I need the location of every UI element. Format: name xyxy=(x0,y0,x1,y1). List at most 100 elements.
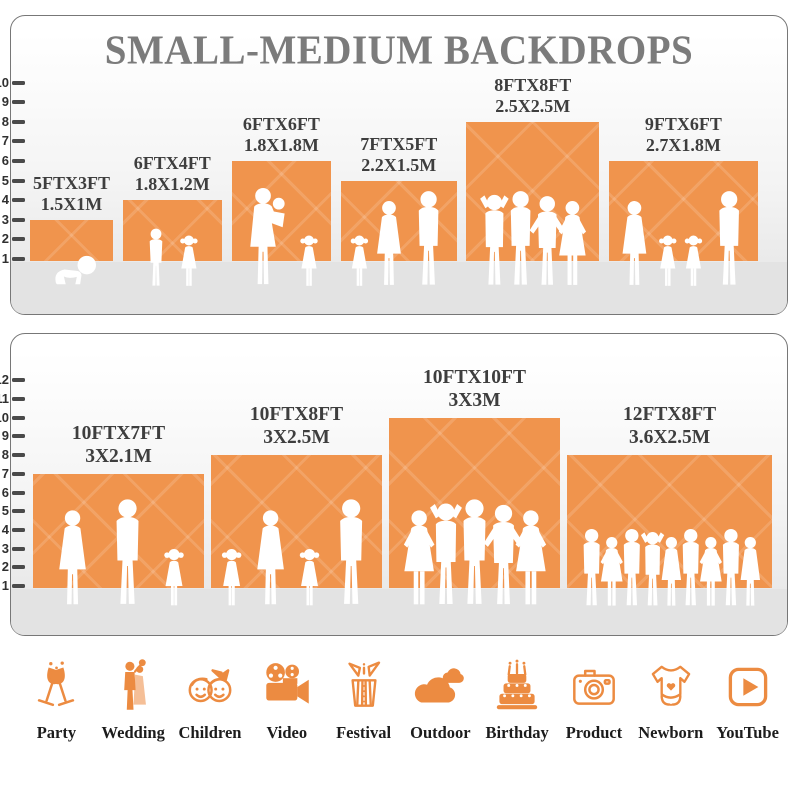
category-label: Festival xyxy=(336,723,392,742)
people-silhouettes xyxy=(149,228,198,286)
size-feet-text: 10FTX8FT xyxy=(249,404,344,426)
size-feet-text: 12FTX8FT xyxy=(623,404,717,426)
backdrop-size-label: 7FTX5FT 2.2X1.5M xyxy=(289,134,509,176)
ruler-tick-mark xyxy=(12,527,25,532)
backdrop-size-label: 8FTX8FT 2.5X2.5M xyxy=(423,75,643,117)
woman-silhouette xyxy=(256,510,284,605)
ruler-tick-mark xyxy=(12,509,25,514)
size-feet-text: 6FTX4FT xyxy=(133,153,211,174)
backdrop-size-label: 9FTX6FT 2.7X1.8M xyxy=(573,114,793,156)
ruler-tick-label: 6 xyxy=(1,153,9,168)
ruler-tick-mark xyxy=(12,119,25,124)
man-silhouette xyxy=(722,528,739,606)
ruler-tick-mark xyxy=(12,257,25,261)
ruler-tick-label: 4 xyxy=(1,192,9,208)
category-children: Children xyxy=(172,658,249,743)
size-feet-text: 6FTX6FT xyxy=(242,113,320,134)
size-feet-text: 8FTX8FT xyxy=(494,74,572,95)
ruler-tick-mark xyxy=(12,237,25,242)
backdrop-bar: 9FTX6FT 2.7X1.8M xyxy=(608,114,759,286)
size-meters-text: 2.7X1.8M xyxy=(645,134,721,155)
ruler-tick-label: 11 xyxy=(0,391,9,406)
people-silhouettes xyxy=(58,499,184,606)
ruler-tick-label: 7 xyxy=(1,133,9,149)
product-camera-icon xyxy=(565,658,623,716)
man-hands-on-hips-silhouette xyxy=(483,505,523,605)
girl-silhouette xyxy=(180,235,198,286)
category-label: Birthday xyxy=(485,723,549,742)
man-silhouette xyxy=(510,191,531,285)
backdrop-size-label: 10FTX8FT 3X2.5M xyxy=(187,404,407,450)
backdrop-bar: 12FTX8FT 3.6X2.5M xyxy=(567,404,773,606)
man-silhouette xyxy=(116,499,139,605)
outdoor-cloud-icon xyxy=(411,658,469,716)
size-meters-text: 3X2.5M xyxy=(263,427,330,449)
category-wedding: Wedding xyxy=(95,658,172,743)
size-feet-text: 7FTX5FT xyxy=(360,133,438,154)
man-silhouette xyxy=(418,191,439,285)
woman-silhouette xyxy=(58,510,86,605)
ruler-tick-label: 6 xyxy=(1,484,9,500)
size-feet-text: 10FTX7FT xyxy=(71,423,166,445)
ruler-tick-mark xyxy=(12,198,25,203)
man-silhouette xyxy=(463,499,485,605)
ruler-tick-label: 9 xyxy=(1,428,9,444)
ruler-tick-label: 12 xyxy=(0,372,9,388)
category-newborn: Newborn xyxy=(632,658,709,743)
woman-silhouette xyxy=(740,536,760,606)
ruler-tick-label: 3 xyxy=(1,540,9,556)
man-arms-up-silhouette xyxy=(479,194,509,285)
man-silhouette xyxy=(719,191,740,285)
page-title: SMALL-MEDIUM BACKDROPS xyxy=(104,27,694,74)
woman-silhouette xyxy=(661,536,681,606)
backdrop-bar: 7FTX5FT 2.2X1.5M xyxy=(340,134,457,286)
woman-silhouette xyxy=(376,201,401,285)
category-product: Product xyxy=(556,658,633,743)
ruler-tick-mark xyxy=(12,378,25,383)
man-silhouette xyxy=(583,528,600,606)
ruler-tick-mark xyxy=(12,159,25,163)
man-arms-up-silhouette xyxy=(429,503,462,605)
ruler-tick-label: 8 xyxy=(1,113,9,129)
ruler-tick-label: 1 xyxy=(1,578,9,593)
girl-silhouette xyxy=(299,549,319,606)
ruler-tick-label: 8 xyxy=(1,447,9,463)
ruler-tick-mark xyxy=(12,139,25,144)
ruler-tick-mark xyxy=(12,100,25,105)
size-meters-text: 3.6X2.5M xyxy=(628,427,711,449)
ruler-tick-mark xyxy=(12,453,25,458)
size-meters-text: 2.5X2.5M xyxy=(495,95,571,116)
wedding-couple-icon xyxy=(104,658,162,716)
ruler-tick-label: 1 xyxy=(1,251,9,266)
girl-silhouette xyxy=(685,235,703,286)
category-label: Newborn xyxy=(638,723,704,742)
size-meters-text: 3X3M xyxy=(448,389,501,411)
youtube-play-icon xyxy=(719,658,777,716)
size-meters-text: 2.2X1.5M xyxy=(361,154,437,175)
girl-silhouette xyxy=(350,235,368,286)
people-silhouettes xyxy=(350,191,439,286)
category-label: YouTube xyxy=(716,723,779,742)
ruler-tick-mark xyxy=(12,397,25,401)
backdrop-bar: 10FTX8FT 3X2.5M xyxy=(211,404,382,606)
ruler-tick-mark xyxy=(12,80,25,85)
people-silhouettes xyxy=(250,187,319,286)
ruler-tick-mark xyxy=(12,434,25,439)
size-meters-text: 1.8X1.8M xyxy=(243,134,319,155)
man-silhouette xyxy=(339,499,362,605)
ruler-tick-mark xyxy=(12,546,25,551)
ruler-tick-label: 9 xyxy=(1,94,9,110)
category-party: Party xyxy=(18,658,95,743)
people-silhouettes xyxy=(479,191,586,285)
woman-in-dress-silhouette xyxy=(403,510,434,605)
category-youtube: YouTube xyxy=(709,658,786,743)
ruler-tick-label: 10 xyxy=(0,74,9,90)
ruler-tick-label: 2 xyxy=(1,231,9,247)
ruler-tick-label: 5 xyxy=(1,503,9,519)
woman-in-dress-silhouette xyxy=(699,536,722,606)
girl-silhouette xyxy=(221,549,241,606)
ruler-tick-mark xyxy=(12,178,25,183)
ruler-tick-mark xyxy=(12,490,25,495)
backdrop-bar: 10FTX7FT 3X2.1M xyxy=(33,423,204,606)
